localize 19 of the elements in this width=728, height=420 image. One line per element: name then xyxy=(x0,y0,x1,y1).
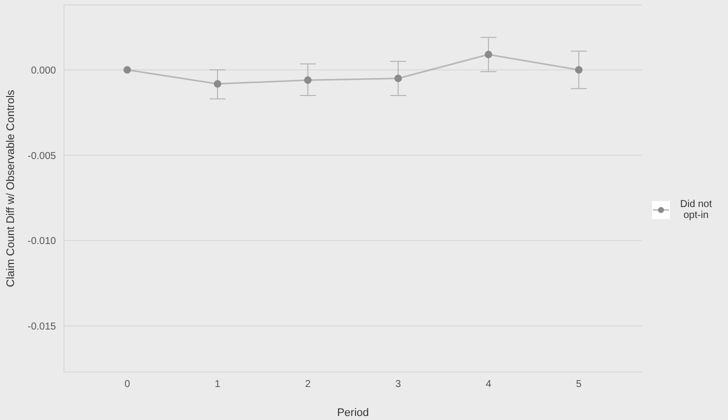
y-tick-label: -0.015 xyxy=(28,321,56,332)
legend-label: Did not opt-in xyxy=(679,199,713,221)
x-tick-label: 5 xyxy=(576,379,582,390)
x-tick-label: 1 xyxy=(214,379,221,390)
point xyxy=(123,66,131,74)
x-tick-label: 3 xyxy=(395,379,402,390)
point xyxy=(575,66,583,74)
y-axis-title: Claim Count Diff w/ Observable Controls xyxy=(4,89,17,288)
x-axis-title: Period xyxy=(337,407,369,419)
point xyxy=(304,76,312,84)
y-tick-label: -0.010 xyxy=(28,236,56,248)
y-tick-label: -0.005 xyxy=(28,150,56,162)
y-tick-label: 0.000 xyxy=(30,65,56,76)
x-tick-label: 2 xyxy=(305,379,312,390)
x-tick-label: 4 xyxy=(486,379,492,390)
x-tick-label: 0 xyxy=(124,379,130,390)
point xyxy=(214,80,222,88)
point xyxy=(394,74,402,82)
point xyxy=(484,50,492,58)
